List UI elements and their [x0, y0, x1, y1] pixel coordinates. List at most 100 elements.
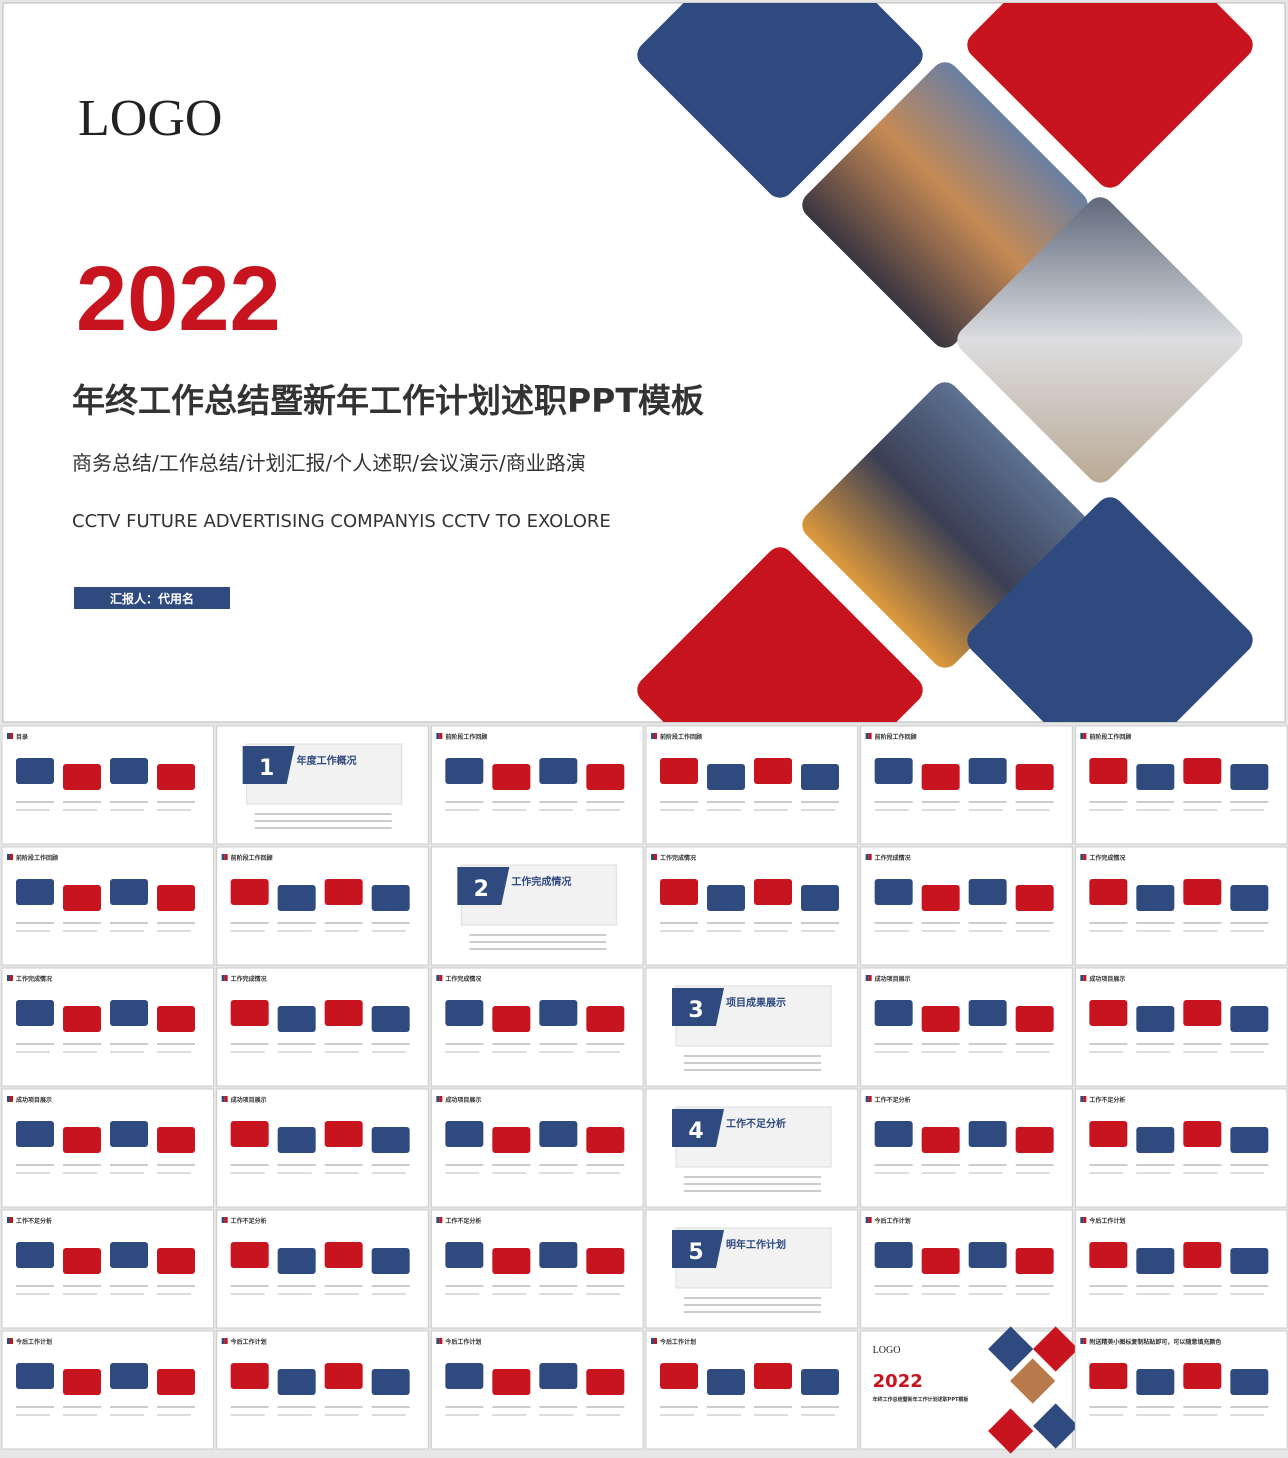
- content-block: [157, 1248, 195, 1274]
- header-mark: [439, 975, 443, 981]
- thumbnail: 成功项目展示: [216, 1088, 429, 1208]
- content-block: [16, 879, 54, 905]
- content-block: [1089, 879, 1128, 905]
- content-block: [230, 1363, 269, 1389]
- content-block: [1183, 879, 1222, 905]
- thumbnail-title: 工作完成情况: [445, 975, 481, 983]
- section-tag: [672, 1230, 724, 1268]
- header-mark: [10, 1217, 13, 1223]
- content-block: [1183, 1000, 1222, 1026]
- thumbnail: 工作完成情况: [645, 846, 859, 966]
- content-block: [492, 1369, 531, 1395]
- content-block: [445, 1363, 484, 1389]
- content-block: [277, 885, 316, 911]
- header-mark: [221, 1338, 225, 1344]
- thumbnail-title: 工作完成情况: [16, 975, 52, 983]
- header-mark: [1080, 733, 1084, 739]
- thumbnail-title: 附送精美小图标复制粘贴即可，可以随意填充颜色: [1089, 1338, 1221, 1346]
- header-mark: [436, 1338, 440, 1344]
- thumbnail: 成功项目展示: [430, 1088, 644, 1208]
- thumbnail: 工作不足分析: [1, 1209, 215, 1329]
- content-block: [921, 1006, 960, 1032]
- content-block: [492, 1006, 531, 1032]
- header-mark: [439, 1096, 443, 1102]
- header-mark: [436, 733, 440, 739]
- section-tag: [672, 1109, 724, 1147]
- content-block: [63, 1248, 101, 1274]
- header-mark: [436, 975, 440, 981]
- content-block: [660, 879, 698, 905]
- content-block: [754, 1363, 792, 1389]
- header-mark: [10, 975, 13, 981]
- section-title: 工作不足分析: [726, 1117, 786, 1130]
- content-block: [1183, 1242, 1222, 1268]
- content-block: [110, 758, 148, 784]
- content-block: [660, 758, 698, 784]
- content-block: [63, 1369, 101, 1395]
- content-block: [874, 879, 913, 905]
- header-mark: [1083, 1217, 1087, 1223]
- content-block: [539, 1242, 578, 1268]
- content-block: [492, 1127, 531, 1153]
- header-mark: [1080, 1217, 1084, 1223]
- content-block: [707, 764, 745, 790]
- content-block: [1183, 1121, 1222, 1147]
- content-block: [445, 1242, 484, 1268]
- thumbnail: 1 年度工作概况: [216, 725, 429, 845]
- header-mark: [868, 975, 872, 981]
- header-mark: [868, 1217, 872, 1223]
- content-block: [754, 879, 792, 905]
- thumbnail: 今后工作计划: [1, 1330, 215, 1450]
- section-tag: [672, 988, 724, 1026]
- header-mark: [865, 1217, 869, 1223]
- content-block: [968, 879, 1007, 905]
- header-mark: [1080, 854, 1084, 860]
- content-block: [1089, 1000, 1128, 1026]
- header-mark: [654, 854, 657, 860]
- header-mark: [221, 854, 225, 860]
- content-block: [110, 1121, 148, 1147]
- thumbnail: 工作完成情况: [216, 967, 429, 1087]
- content-block: [277, 1248, 316, 1274]
- thumbnail-title: 前阶段工作回顾: [660, 733, 702, 741]
- content-block: [586, 1127, 625, 1153]
- header-mark: [221, 975, 225, 981]
- thumbnail-title: 成功项目展示: [16, 1096, 52, 1104]
- content-block: [371, 1006, 410, 1032]
- content-block: [16, 758, 54, 784]
- content-block: [921, 885, 960, 911]
- header-mark: [7, 1338, 10, 1344]
- content-block: [586, 1369, 625, 1395]
- section-number: 4: [688, 1119, 703, 1144]
- section-number: 1: [259, 756, 274, 781]
- content-block: [324, 1121, 363, 1147]
- thumbnail: 今后工作计划: [216, 1330, 429, 1450]
- content-block: [874, 758, 913, 784]
- thumbnail: LOGO 2022 年终工作总结暨新年工作计划述职PPT模板: [860, 1326, 1079, 1454]
- content-block: [1183, 1363, 1222, 1389]
- header-mark: [7, 975, 10, 981]
- header-mark: [865, 733, 869, 739]
- thumbnail-title: 工作不足分析: [16, 1217, 52, 1225]
- content-block: [660, 1363, 698, 1389]
- content-block: [968, 1000, 1007, 1026]
- thumbnail: 工作不足分析: [216, 1209, 429, 1329]
- thumbnail: 今后工作计划: [1074, 1209, 1288, 1329]
- mini-diamond: [1033, 1326, 1079, 1372]
- content-block: [586, 764, 625, 790]
- header-mark: [1083, 854, 1087, 860]
- section-number: 3: [688, 998, 703, 1023]
- header-mark: [1083, 975, 1087, 981]
- thumbnail: 2 工作完成情况: [430, 846, 644, 966]
- content-block: [16, 1121, 54, 1147]
- thumbnail-title: 工作完成情况: [660, 854, 696, 862]
- content-block: [445, 758, 484, 784]
- header-mark: [10, 854, 13, 860]
- content-block: [539, 1121, 578, 1147]
- thumbnail-title: 今后工作计划: [230, 1338, 267, 1346]
- header-mark: [1080, 975, 1084, 981]
- logo: LOGO: [78, 90, 222, 147]
- thumbnail-title: 工作不足分析: [1089, 1096, 1125, 1104]
- content-block: [921, 764, 960, 790]
